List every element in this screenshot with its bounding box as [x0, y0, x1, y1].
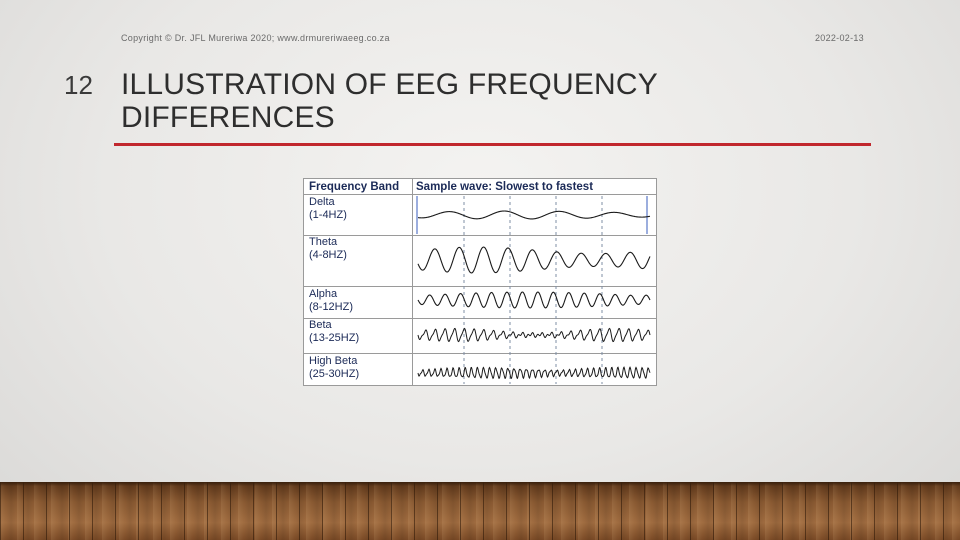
time-gridlines [463, 196, 603, 384]
title-underline [114, 143, 871, 146]
band-alpha: Alpha (8-12HZ) [309, 288, 353, 314]
band-range: (25-30HZ) [309, 368, 360, 380]
band-theta: Theta (4-8HZ) [309, 236, 347, 262]
slide-number: 12 [64, 70, 93, 100]
theta-wave [417, 246, 651, 274]
band-range: (8-12HZ) [309, 301, 354, 313]
copyright-footer: Copyright © Dr. JFL Mureriwa 2020; www.d… [121, 33, 390, 43]
column-divider [412, 179, 413, 385]
band-range: (1-4HZ) [309, 209, 347, 221]
band-name: High Beta [309, 355, 358, 367]
row-divider [304, 318, 656, 319]
slide-date: 2022-02-13 [814, 33, 864, 43]
eeg-frequency-table: Frequency Band Sample wave: Slowest to f… [303, 178, 657, 386]
band-name: Alpha [309, 288, 338, 300]
delta-wave [417, 210, 651, 220]
beta-wave [417, 327, 651, 343]
row-divider [304, 286, 656, 287]
alpha-wave [417, 291, 651, 309]
band-high-beta: High Beta (25-30HZ) [309, 355, 359, 381]
band-delta: Delta (1-4HZ) [309, 196, 347, 222]
row-divider [304, 353, 656, 354]
band-range: (4-8HZ) [309, 249, 347, 261]
slide-title: ILLUSTRATION OF EEG FREQUENCY DIFFERENCE… [121, 68, 658, 134]
band-name: Delta [309, 196, 335, 208]
sample-waves-illustration [416, 196, 651, 384]
band-name: Beta [309, 319, 332, 331]
band-beta: Beta (13-25HZ) [309, 319, 359, 345]
header-frequency-band: Frequency Band [309, 181, 400, 193]
band-name: Theta [309, 236, 338, 248]
header-sample-wave: Sample wave: Slowest to fastest [416, 181, 594, 193]
band-range: (13-25HZ) [309, 332, 360, 344]
row-divider [304, 235, 656, 236]
high-beta-wave [417, 366, 651, 380]
wooden-floor-decoration [0, 482, 960, 540]
row-divider [304, 194, 656, 195]
